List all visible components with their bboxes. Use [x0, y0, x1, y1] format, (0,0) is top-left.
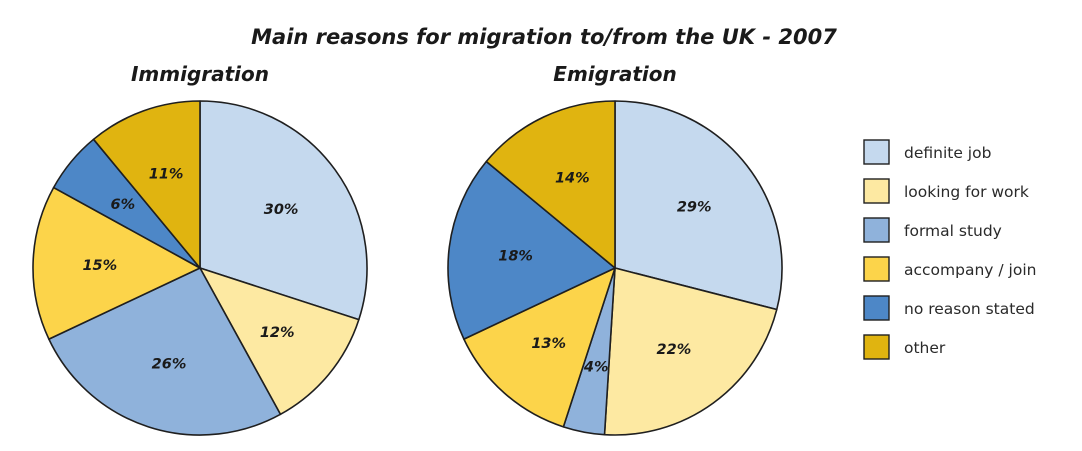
emigration-label-definite-job: 29%: [677, 200, 712, 216]
legend-label-no-reason-stated: no reason stated: [904, 300, 1035, 318]
legend-label-formal-study: formal study: [904, 222, 1002, 240]
immigration-slice-looking-for-work: [199, 267, 360, 416]
emigration-slice-definite-job: [614, 100, 783, 311]
immigration-label-formal-study: 26%: [152, 356, 187, 372]
emigration-label-no-reason-stated: 18%: [498, 248, 533, 264]
legend-swatch-formal-study: [863, 217, 890, 243]
immigration-label-accompany-join: 15%: [82, 258, 117, 274]
immigration-label-looking-for-work: 12%: [260, 325, 295, 341]
legend-label-other: other: [904, 339, 946, 357]
legend-label-accompany-join: accompany / join: [904, 261, 1036, 279]
immigration-pie: 30% 12% 26% 15% 6% 11%: [32, 100, 368, 436]
emigration-label-looking-for-work: 22%: [657, 342, 692, 358]
immigration-slice-formal-study: [48, 267, 282, 436]
legend-swatch-other: [863, 334, 890, 360]
emigration-pie-title: Emigration: [553, 62, 676, 86]
immigration-slice-definite-job: [199, 100, 368, 321]
emigration-slice-no-reason-stated: [447, 160, 616, 340]
immigration-label-no-reason-stated: 6%: [110, 197, 135, 213]
legend-swatch-looking-for-work: [863, 178, 890, 204]
immigration-slice-other: [92, 100, 201, 269]
immigration-label-definite-job: 30%: [264, 202, 299, 218]
legend: definite job looking for work formal study…: [863, 139, 1036, 360]
emigration-pie: 29% 22% 4% 13% 18% 14%: [447, 100, 783, 436]
chart-title: Main reasons for migration to/from the U…: [251, 25, 837, 49]
emigration-label-other: 14%: [555, 170, 590, 186]
emigration-slice-accompany-join: [463, 267, 616, 428]
legend-swatch-no-reason-stated: [863, 295, 890, 321]
immigration-pie-title: Immigration: [131, 62, 269, 86]
immigration-label-other: 11%: [149, 167, 184, 183]
immigration-slice-accompany-join: [32, 186, 201, 340]
emigration-label-formal-study: 4%: [583, 359, 609, 375]
legend-swatch-definite-job: [863, 139, 890, 165]
legend-label-definite-job: definite job: [904, 144, 991, 162]
emigration-slice-other: [485, 100, 616, 269]
emigration-label-accompany-join: 13%: [531, 336, 566, 352]
legend-swatch-accompany-join: [863, 256, 890, 282]
legend-label-looking-for-work: looking for work: [904, 183, 1029, 201]
emigration-slice-looking-for-work: [603, 267, 778, 436]
